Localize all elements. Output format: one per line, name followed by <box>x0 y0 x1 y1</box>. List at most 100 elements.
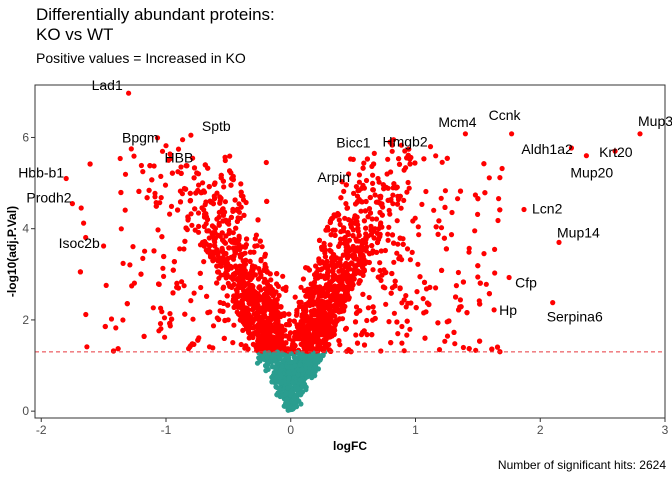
significant-point <box>298 284 304 290</box>
significant-point <box>391 259 397 265</box>
significant-point <box>204 293 210 299</box>
significant-point <box>156 281 162 287</box>
significant-point <box>154 135 161 141</box>
significant-point <box>364 244 370 250</box>
significant-point <box>328 334 334 340</box>
significant-point <box>291 318 297 324</box>
x-tick-label: 2 <box>537 423 544 437</box>
significant-point <box>377 267 383 274</box>
significant-point <box>301 337 307 343</box>
significant-point <box>244 236 250 242</box>
significant-point <box>191 175 197 181</box>
significant-point <box>332 320 338 326</box>
significant-point <box>421 279 428 285</box>
significant-point <box>394 201 401 207</box>
significant-point <box>252 272 258 278</box>
significant-point <box>403 293 409 299</box>
significant-point <box>344 205 350 211</box>
labeled-point <box>101 243 107 249</box>
significant-point <box>225 302 231 308</box>
significant-point <box>356 172 362 178</box>
significant-point <box>340 228 346 234</box>
non-significant-point <box>295 372 301 378</box>
significant-point <box>238 181 244 187</box>
significant-point <box>262 342 268 348</box>
significant-point <box>193 190 199 196</box>
significant-point <box>169 170 175 176</box>
significant-point <box>280 273 286 279</box>
significant-point <box>338 308 344 314</box>
significant-point <box>236 237 242 243</box>
significant-point <box>310 294 316 300</box>
significant-point <box>346 171 352 177</box>
significant-point <box>335 277 341 283</box>
x-axis-title: logFC <box>333 439 367 453</box>
significant-point <box>275 321 281 327</box>
significant-point <box>187 197 194 204</box>
labeled-point <box>521 206 527 213</box>
points-layer <box>77 135 505 413</box>
significant-point <box>453 283 459 289</box>
significant-point <box>369 332 375 338</box>
significant-point <box>241 261 247 267</box>
significant-point <box>230 245 236 251</box>
significant-point <box>422 335 428 341</box>
significant-point <box>298 321 304 327</box>
significant-point <box>255 333 262 339</box>
significant-point <box>481 161 487 167</box>
significant-point <box>386 224 392 230</box>
significant-point <box>466 346 472 352</box>
significant-point <box>361 328 367 334</box>
significant-point <box>355 198 361 205</box>
significant-point <box>253 232 259 238</box>
significant-point <box>328 279 334 285</box>
y-axis: 0 2 4 6 <box>22 130 35 418</box>
significant-point <box>217 233 223 239</box>
significant-point <box>415 261 421 267</box>
significant-point <box>355 245 361 251</box>
significant-point <box>357 308 363 314</box>
significant-point <box>192 206 198 212</box>
significant-point <box>403 304 409 310</box>
significant-point <box>330 273 336 279</box>
significant-point <box>331 286 337 292</box>
significant-point <box>181 283 187 289</box>
significant-point <box>439 159 445 165</box>
non-significant-point <box>307 354 314 360</box>
significant-point <box>202 202 208 208</box>
significant-point <box>230 271 237 277</box>
significant-point <box>497 175 503 181</box>
non-significant-point <box>280 358 286 364</box>
significant-point <box>266 304 272 310</box>
significant-point <box>120 317 126 323</box>
significant-point <box>321 305 327 311</box>
labeled-point <box>427 144 434 150</box>
non-significant-point <box>269 379 275 385</box>
significant-point <box>77 269 83 275</box>
significant-point <box>378 348 384 354</box>
gene-label: Mcm4 <box>438 114 476 130</box>
gene-label: Aldh1a2 <box>521 141 573 157</box>
non-significant-point <box>285 407 291 413</box>
non-significant-point <box>276 385 282 391</box>
non-significant-point <box>273 366 279 372</box>
significant-point <box>397 193 403 199</box>
significant-point <box>360 253 366 259</box>
significant-point <box>363 198 369 205</box>
significant-point <box>356 187 362 193</box>
significant-point <box>398 142 404 148</box>
significant-point <box>442 188 448 194</box>
significant-point <box>392 283 398 289</box>
significant-point <box>217 200 223 206</box>
significant-point <box>365 214 371 220</box>
significant-point <box>255 217 261 223</box>
significant-point <box>455 196 461 202</box>
significant-point <box>118 189 124 196</box>
significant-point <box>122 207 128 213</box>
significant-point <box>151 248 157 254</box>
significant-point <box>404 332 410 338</box>
significant-point <box>315 266 321 272</box>
significant-point <box>385 197 391 203</box>
significant-point <box>306 267 312 273</box>
